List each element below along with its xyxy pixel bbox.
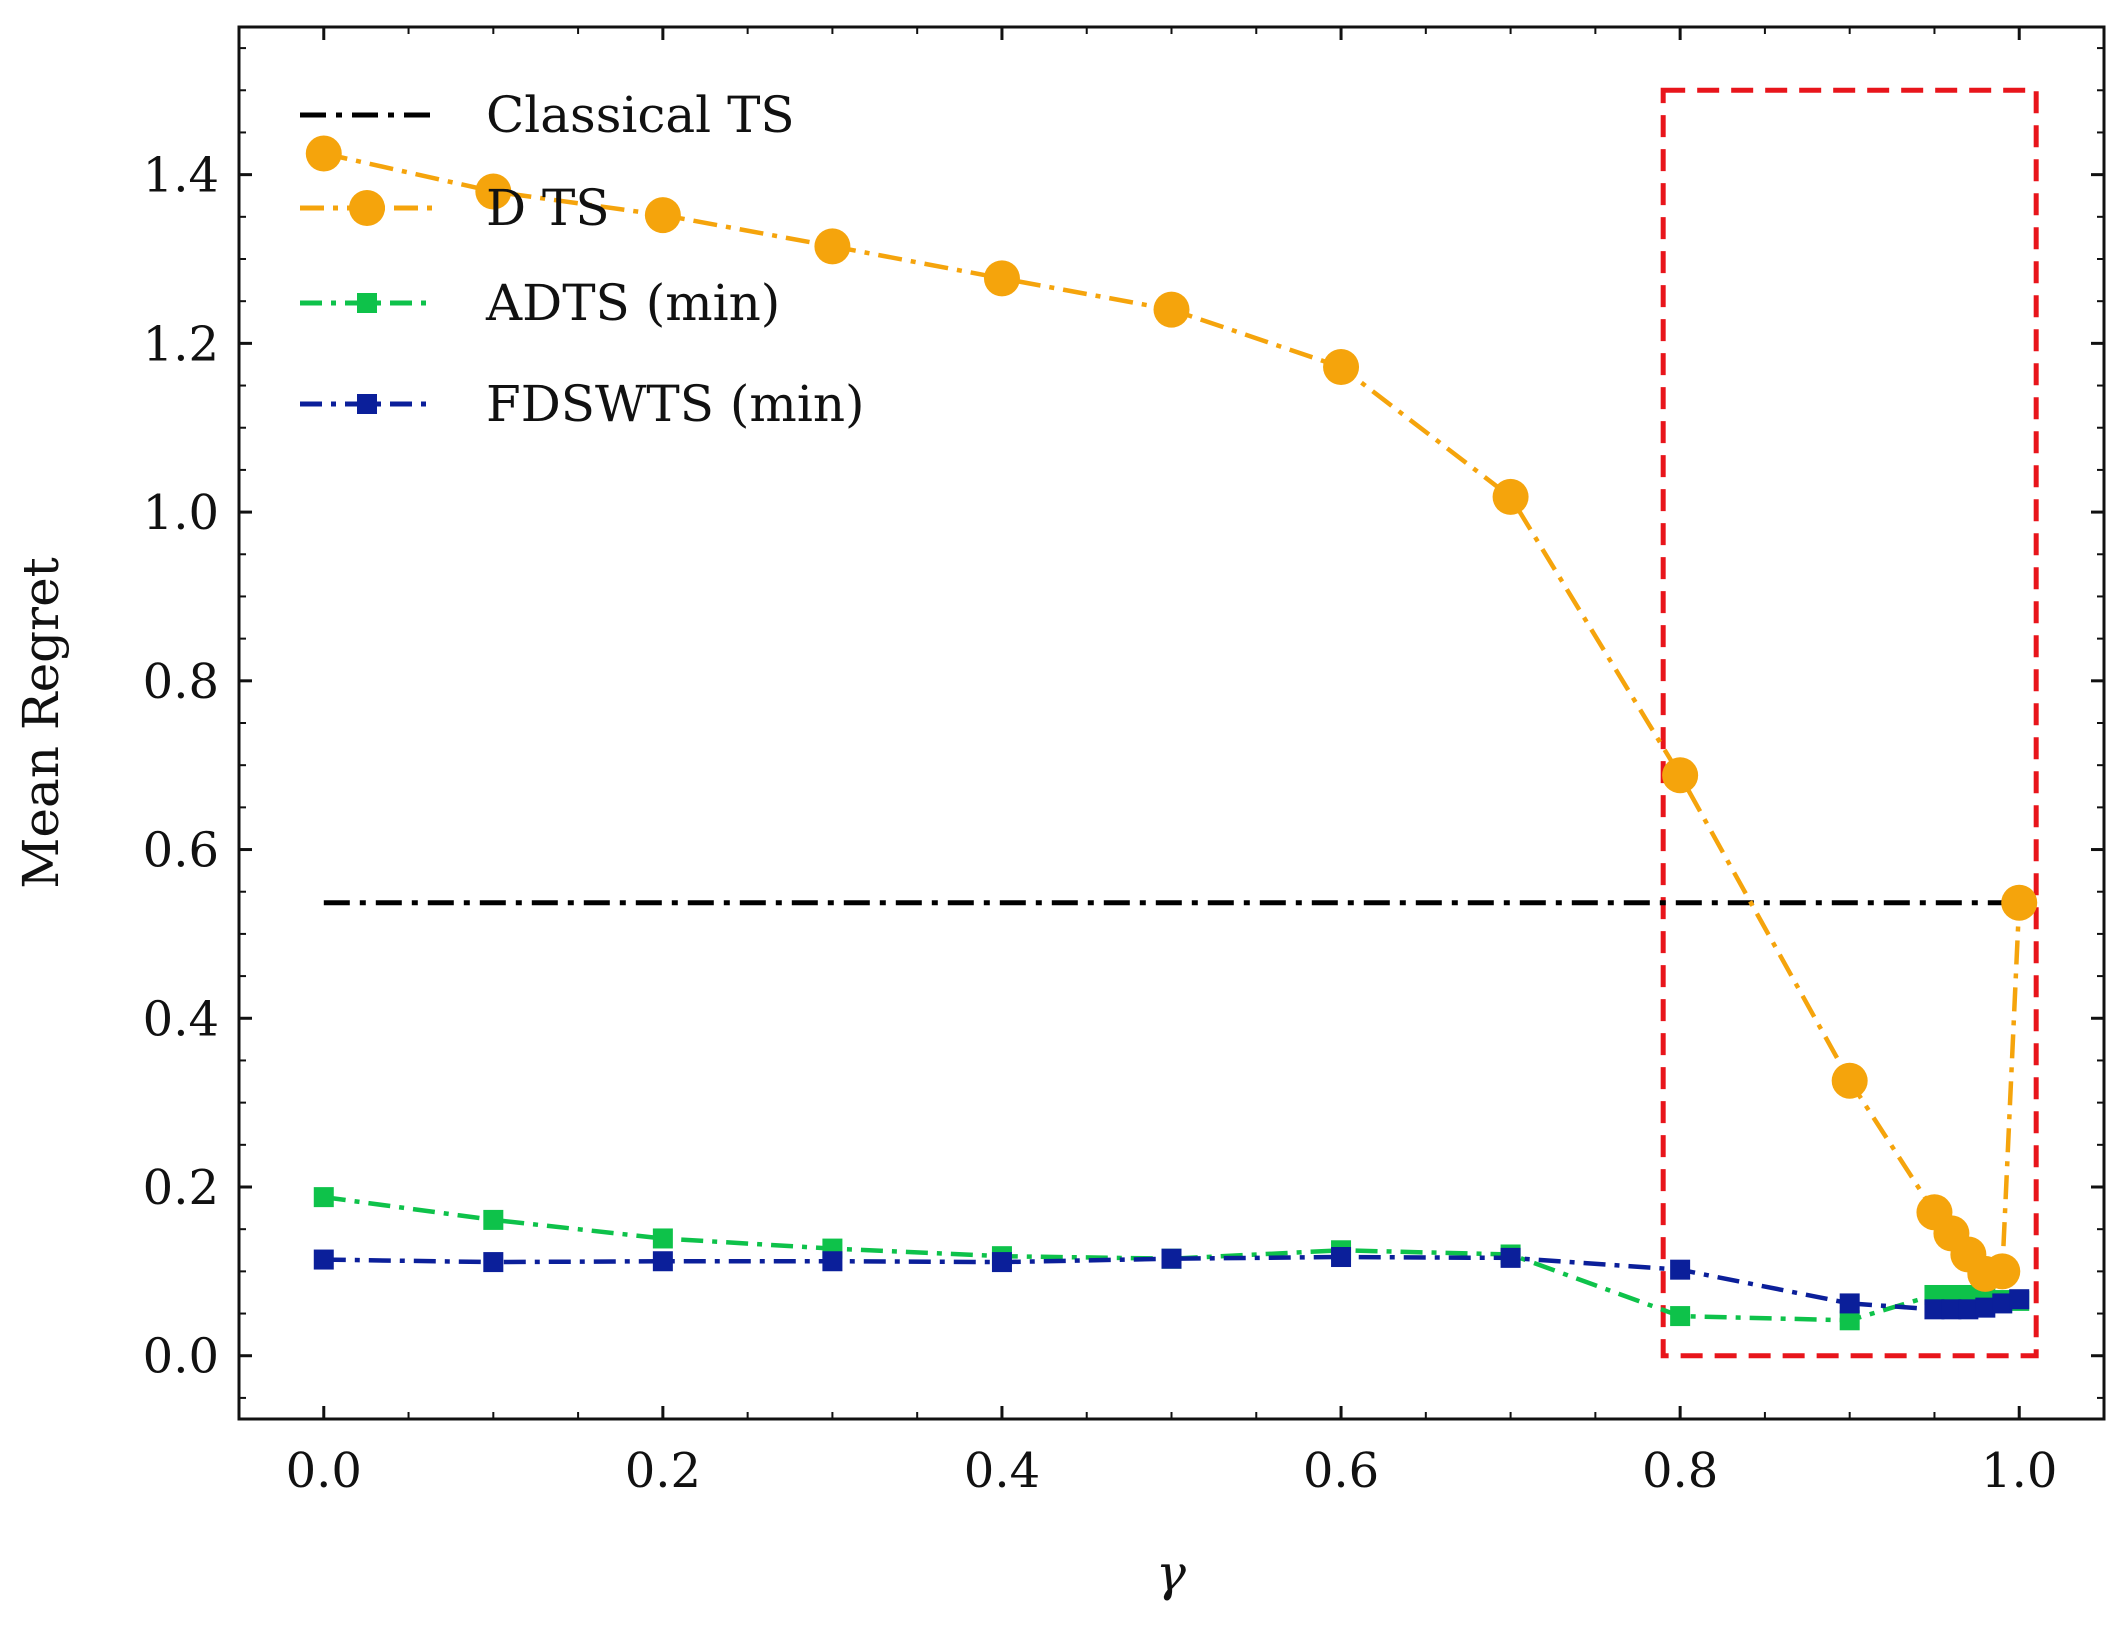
x-tick-label: 1.0 [1981,1443,2057,1499]
legend-swatch-marker [357,394,377,414]
data-point-d-ts [475,173,512,210]
legend-label: Classical TS [486,86,795,144]
data-point-adts-min [1670,1306,1691,1327]
legend-swatch-marker [357,293,377,313]
data-point-adts-min [1839,1310,1860,1331]
y-tick-label: 1.0 [143,485,219,541]
data-point-fdswts-min [1670,1259,1691,1280]
highlight-region-box [1660,87,2039,1359]
y-axis-label: Mean Regret [12,557,70,889]
data-point-adts-min [652,1228,673,1249]
x-tick-label: 0.2 [625,1443,701,1499]
data-point-d-ts [1492,478,1529,515]
series-d-ts [305,135,2038,1292]
y-tick-label: 1.4 [143,148,219,204]
data-point-fdswts-min [1500,1247,1521,1268]
data-point-fdswts-min [1941,1299,1962,1320]
data-point-fdswts-min [1992,1293,2013,1314]
data-point-adts-min [313,1187,334,1208]
tick-layer: 0.0 0.2 0.4 0.6 0.8 1.0 0.0 0.2 0.4 0.6 0.8 1.0 1.2 1… [143,27,2105,1499]
x-tick-label: 0.0 [286,1443,362,1499]
data-point-fdswts-min [991,1252,1012,1273]
data-point-fdswts-min [652,1251,673,1272]
data-point-fdswts-min [1924,1299,1945,1320]
data-point-d-ts [1323,348,1360,385]
data-point-fdswts-min [1331,1247,1352,1268]
legend-label: D TS [486,179,610,237]
legend-item-d-ts: D TS [300,179,610,237]
data-point-fdswts-min [822,1251,843,1272]
data-point-d-ts [814,228,851,265]
data-point-fdswts-min [313,1249,334,1270]
data-point-adts-min [483,1209,504,1230]
legend-label: ADTS (min) [485,274,780,332]
series-layer [305,135,2038,1331]
data-point-d-ts [1831,1062,1868,1099]
x-tick-label: 0.6 [1303,1443,1379,1499]
data-point-d-ts [644,197,681,234]
x-tick-label: 0.8 [1642,1443,1718,1499]
x-tick-label: 0.4 [964,1443,1040,1499]
legend: Classical TS D TS ADTS (min) FDSWTS (min) [300,86,865,433]
y-tick-label: 0.6 [143,823,219,879]
y-tick-label: 1.2 [143,316,219,372]
data-point-fdswts-min [1958,1299,1979,1320]
data-point-d-ts [1153,291,1190,328]
legend-swatch-marker [349,190,385,226]
series-line-d-ts [323,151,2022,1277]
data-point-d-ts [2001,884,2038,921]
annotation-layer [1660,87,2039,1359]
data-point-fdswts-min [1975,1297,1996,1318]
data-point-d-ts [983,260,1020,297]
data-point-fdswts-min [1839,1293,1860,1314]
y-tick-label: 0.8 [143,654,219,710]
data-point-fdswts-min [1161,1248,1182,1269]
y-tick-label: 0.4 [143,991,219,1047]
legend-item-adts-min: ADTS (min) [300,274,780,332]
data-point-fdswts-min [2009,1289,2030,1310]
y-tick-label: 0.0 [143,1329,219,1385]
series-fdswts-min [313,1247,2030,1320]
data-point-d-ts [1984,1253,2021,1290]
legend-item-fdswts-min: FDSWTS (min) [300,375,865,433]
y-tick-label: 0.2 [143,1160,219,1216]
data-point-d-ts [1662,757,1699,794]
series-line-fdswts-min [323,1254,2020,1312]
legend-item-classical-ts: Classical TS [300,86,795,144]
legend-label: FDSWTS (min) [486,375,865,433]
x-axis-label: γ [1156,1544,1186,1602]
data-point-fdswts-min [483,1252,504,1273]
data-point-d-ts [305,135,342,172]
